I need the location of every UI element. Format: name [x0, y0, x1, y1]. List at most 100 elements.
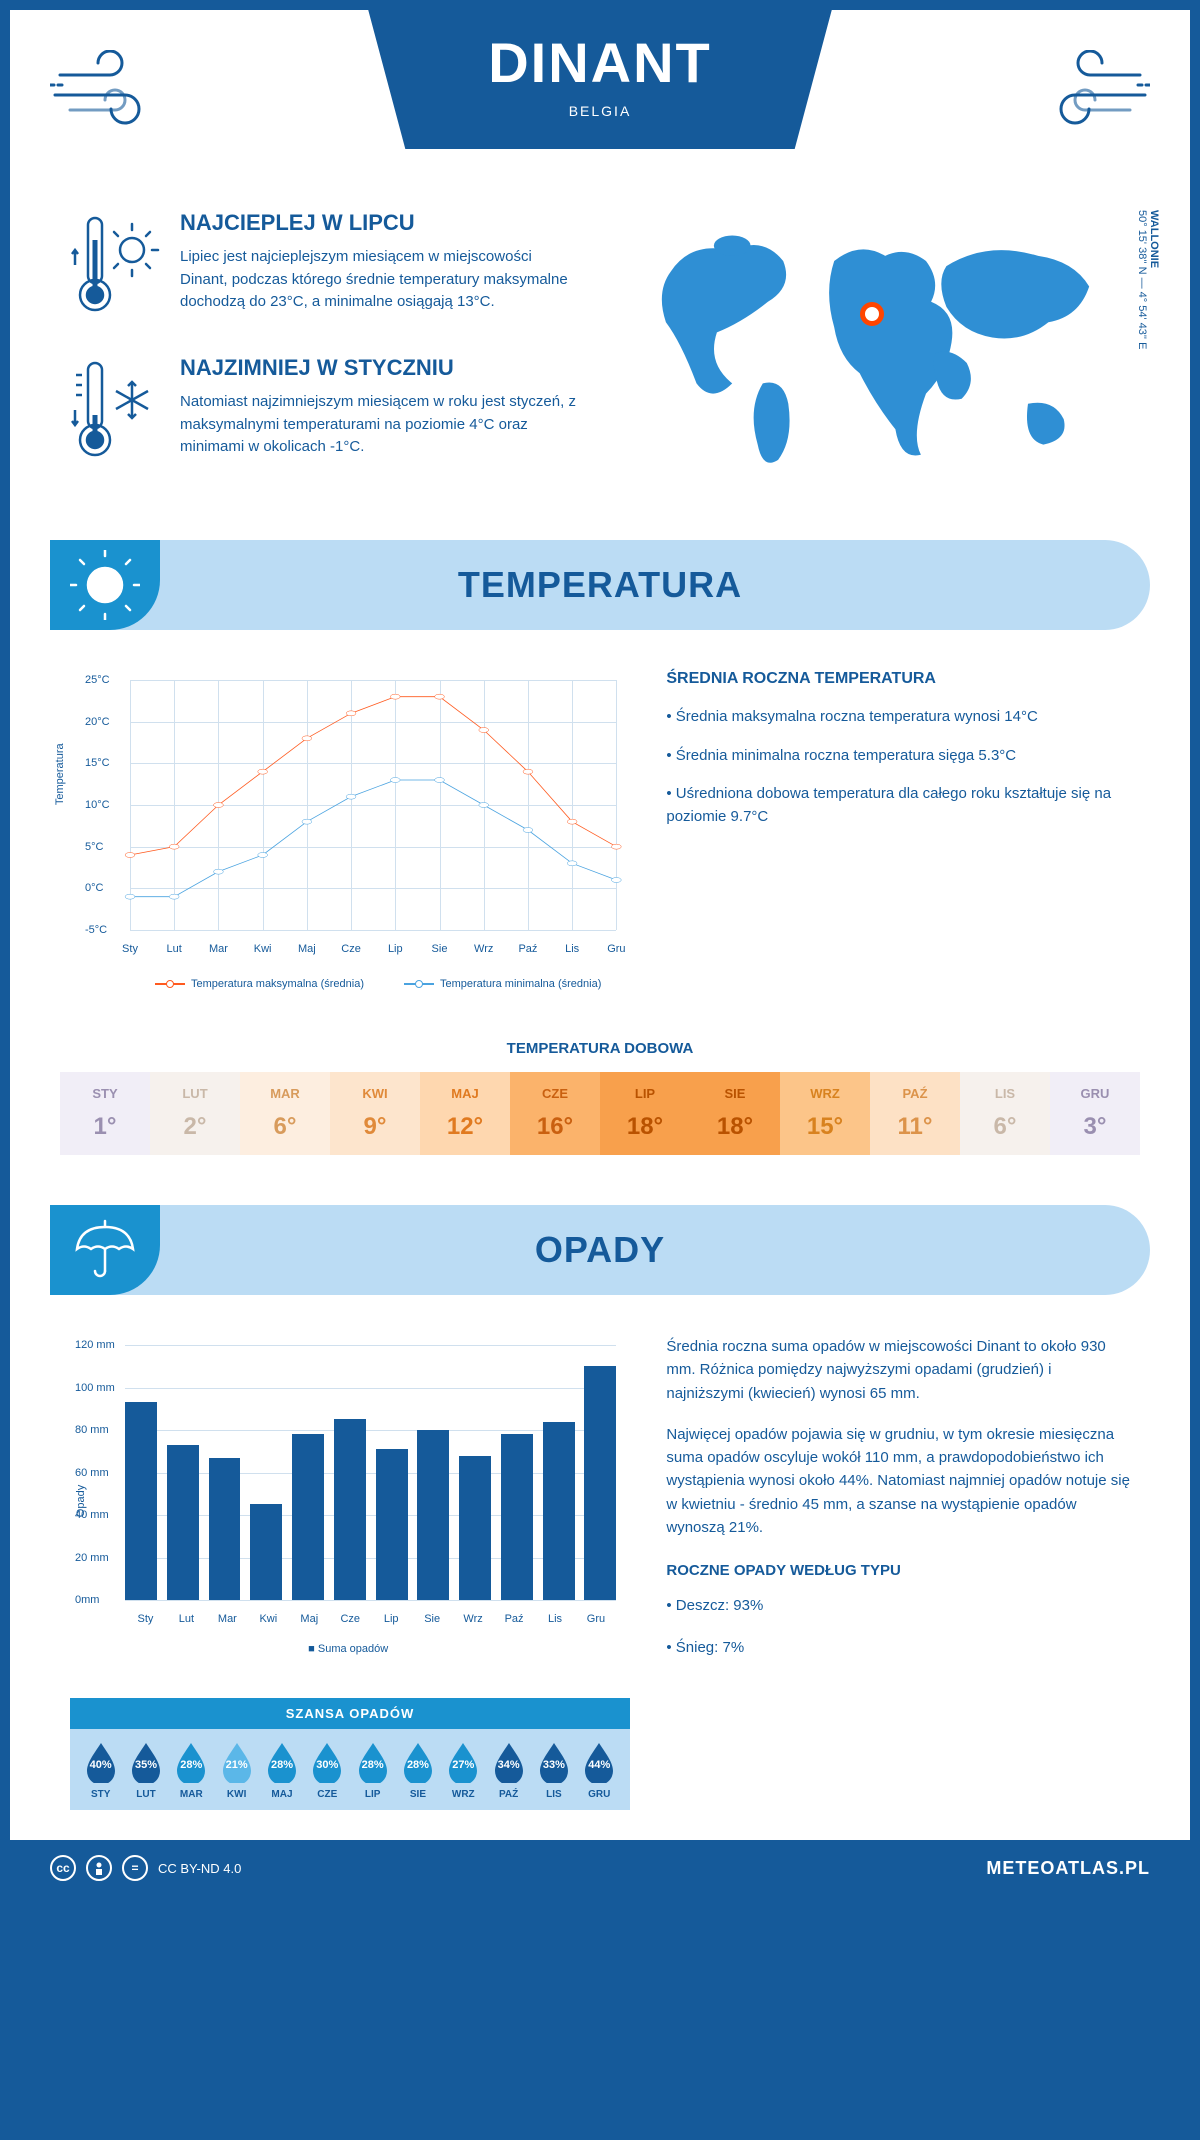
latlon-label: 50° 15' 38'' N — 4° 54' 43'' E: [1136, 210, 1148, 349]
daily-cell: GRU3°: [1050, 1072, 1140, 1155]
precip-bar: [334, 1419, 366, 1600]
world-map: [620, 210, 1130, 480]
raindrop-icon: 35%: [128, 1741, 164, 1783]
precip-bar: [417, 1430, 449, 1600]
daily-cell: WRZ15°: [780, 1072, 870, 1155]
daily-cell: LIP18°: [600, 1072, 690, 1155]
chance-cell: 40%STY: [78, 1741, 123, 1800]
temp-y-axis-label: Temperatura: [54, 743, 66, 805]
fact-cold-text: Natomiast najzimniejszym miesiącem w rok…: [180, 391, 580, 459]
cc-icon: cc: [50, 1855, 76, 1881]
temperature-section-header: TEMPERATURA: [50, 540, 1150, 630]
precip-bar: [543, 1422, 575, 1601]
precip-legend: Suma opadów: [70, 1643, 626, 1655]
precipitation-summary: Średnia roczna suma opadów w miejscowośc…: [666, 1335, 1130, 1678]
wind-icon-left: [50, 50, 170, 130]
chance-cell: 28%SIE: [395, 1741, 440, 1800]
region-label: WALLONIE: [1148, 210, 1160, 268]
chance-cell: 44%GRU: [577, 1741, 622, 1800]
city-title: DINANT: [488, 30, 712, 95]
precip-bar: [584, 1366, 616, 1600]
chance-cell: 27%WRZ: [441, 1741, 486, 1800]
precipitation-section-header: OPADY: [50, 1205, 1150, 1295]
coordinates: WALLONIE 50° 15' 38'' N — 4° 54' 43'' E: [1136, 210, 1160, 349]
precip-bar: [125, 1402, 157, 1600]
page: DINANT BELGIA NAJCIEPLEJ W LIPCU Lipiec …: [10, 10, 1190, 1896]
fact-warmest: NAJCIEPLEJ W LIPCU Lipiec jest najcieple…: [70, 210, 580, 325]
precip-text-1: Średnia roczna suma opadów w miejscowośc…: [666, 1335, 1130, 1405]
footer: cc = CC BY-ND 4.0 METEOATLAS.PL: [10, 1840, 1190, 1896]
intro-section: NAJCIEPLEJ W LIPCU Lipiec jest najcieple…: [10, 190, 1190, 540]
precip-bar: [376, 1449, 408, 1600]
raindrop-icon: 44%: [581, 1741, 617, 1783]
map-column: WALLONIE 50° 15' 38'' N — 4° 54' 43'' E: [620, 210, 1130, 500]
thermometer-hot-icon: [70, 210, 160, 325]
wind-icon-right: [1030, 50, 1150, 130]
precipitation-heading: OPADY: [160, 1229, 1150, 1271]
sun-icon: [50, 540, 160, 630]
temp-bullet-2: • Średnia minimalna roczna temperatura s…: [666, 745, 1130, 768]
location-marker-icon: [860, 302, 884, 326]
nd-icon: =: [122, 1855, 148, 1881]
precip-bar: [292, 1434, 324, 1600]
type-heading: ROCZNE OPADY WEDŁUG TYPU: [666, 1559, 1130, 1582]
chance-title: SZANSA OPADÓW: [70, 1698, 630, 1729]
legend-max: Temperatura maksymalna (średnia): [191, 978, 364, 990]
daily-cell: CZE16°: [510, 1072, 600, 1155]
precipitation-bar-chart: Opady 0mm20 mm40 mm60 mm80 mm100 mm120 m…: [70, 1335, 626, 1655]
raindrop-icon: 30%: [309, 1741, 345, 1783]
fact-hot-title: NAJCIEPLEJ W LIPCU: [180, 210, 580, 236]
precipitation-by-type: ROCZNE OPADY WEDŁUG TYPU • Deszcz: 93% •…: [666, 1559, 1130, 1660]
umbrella-icon: [50, 1205, 160, 1295]
precip-text-2: Najwięcej opadów pojawia się w grudniu, …: [666, 1423, 1130, 1539]
raindrop-icon: 28%: [264, 1741, 300, 1783]
daily-cell: SIE18°: [690, 1072, 780, 1155]
legend-min: Temperatura minimalna (średnia): [440, 978, 601, 990]
raindrop-icon: 28%: [173, 1741, 209, 1783]
chance-cell: 28%MAR: [169, 1741, 214, 1800]
precip-bar: [209, 1458, 241, 1600]
temperature-line-chart: Temperatura -5°C0°C5°C10°C15°C20°C25°CSt…: [70, 670, 626, 990]
chance-cell: 33%LIS: [531, 1741, 576, 1800]
temp-legend: Temperatura maksymalna (średnia) Tempera…: [130, 978, 626, 990]
temperature-summary: ŚREDNIA ROCZNA TEMPERATURA • Średnia mak…: [666, 670, 1130, 990]
country-subtitle: BELGIA: [488, 103, 712, 119]
daily-cell: KWI9°: [330, 1072, 420, 1155]
daily-cell: MAR6°: [240, 1072, 330, 1155]
by-icon: [86, 1855, 112, 1881]
raindrop-icon: 28%: [355, 1741, 391, 1783]
title-banner: DINANT BELGIA: [368, 10, 832, 149]
temp-info-heading: ŚREDNIA ROCZNA TEMPERATURA: [666, 670, 1130, 688]
precip-bar: [501, 1434, 533, 1600]
daily-cell: STY1°: [60, 1072, 150, 1155]
chance-cell: 35%LUT: [123, 1741, 168, 1800]
chance-cell: 28%LIP: [350, 1741, 395, 1800]
facts-column: NAJCIEPLEJ W LIPCU Lipiec jest najcieple…: [70, 210, 580, 500]
raindrop-icon: 40%: [83, 1741, 119, 1783]
raindrop-icon: 27%: [445, 1741, 481, 1783]
license-block: cc = CC BY-ND 4.0: [50, 1855, 241, 1881]
precip-bar: [250, 1504, 282, 1600]
rain-chance-panel: SZANSA OPADÓW 40%STY 35%LUT 28%MAR 21%KW…: [70, 1698, 630, 1810]
temp-bullet-3: • Uśredniona dobowa temperatura dla całe…: [666, 783, 1130, 828]
daily-temp-title: TEMPERATURA DOBOWA: [10, 1040, 1190, 1057]
fact-cold-title: NAJZIMNIEJ W STYCZNIU: [180, 355, 580, 381]
raindrop-icon: 28%: [400, 1741, 436, 1783]
raindrop-icon: 33%: [536, 1741, 572, 1783]
thermometer-cold-icon: [70, 355, 160, 470]
site-name: METEOATLAS.PL: [986, 1858, 1150, 1879]
fact-coldest: NAJZIMNIEJ W STYCZNIU Natomiast najzimni…: [70, 355, 580, 470]
type-rain: • Deszcz: 93%: [666, 1594, 1130, 1618]
raindrop-icon: 34%: [491, 1741, 527, 1783]
daily-temp-row: STY1°LUT2°MAR6°KWI9°MAJ12°CZE16°LIP18°SI…: [60, 1072, 1140, 1155]
precip-bar: [459, 1456, 491, 1601]
temp-bullet-1: • Średnia maksymalna roczna temperatura …: [666, 706, 1130, 729]
fact-hot-text: Lipiec jest najcieplejszym miesiącem w m…: [180, 246, 580, 314]
header: DINANT BELGIA: [10, 10, 1190, 190]
daily-cell: MAJ12°: [420, 1072, 510, 1155]
temperature-body: Temperatura -5°C0°C5°C10°C15°C20°C25°CSt…: [10, 630, 1190, 1020]
raindrop-icon: 21%: [219, 1741, 255, 1783]
chance-cell: 34%PAŹ: [486, 1741, 531, 1800]
license-text: CC BY-ND 4.0: [158, 1861, 241, 1876]
daily-cell: PAŹ11°: [870, 1072, 960, 1155]
